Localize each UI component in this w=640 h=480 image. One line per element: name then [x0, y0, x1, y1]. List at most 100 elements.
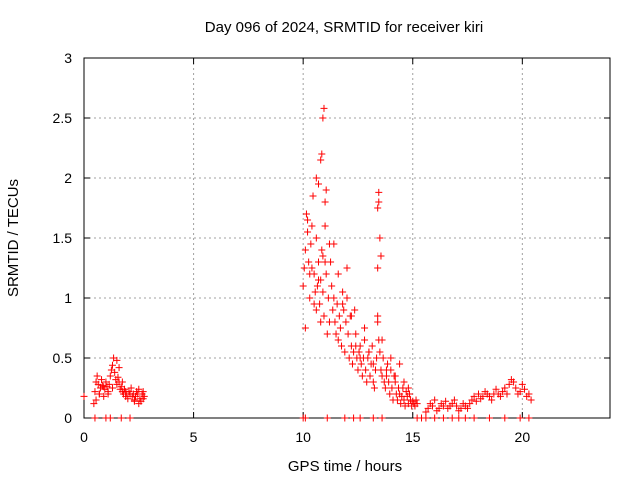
data-point	[501, 384, 509, 392]
axis-ticks: 0 0.5 1 1.5 2 2.5 3 0 5 10 15 20	[53, 50, 610, 445]
data-point	[309, 192, 317, 200]
data-point	[348, 360, 356, 368]
data-point	[516, 414, 524, 422]
data-point	[321, 258, 329, 266]
data-point	[329, 306, 337, 314]
data-point	[323, 414, 331, 422]
data-point	[343, 294, 351, 302]
data-point	[468, 396, 476, 404]
data-point	[472, 397, 480, 405]
x-tick-label: 0	[80, 429, 88, 445]
data-point	[318, 246, 326, 254]
data-point	[93, 372, 101, 380]
data-point	[106, 372, 114, 380]
data-point	[347, 312, 355, 320]
data-point	[457, 404, 465, 412]
data-point	[94, 380, 102, 388]
data-point	[378, 336, 386, 344]
data-point	[364, 354, 372, 362]
data-point	[503, 390, 511, 398]
data-point	[370, 384, 378, 392]
data-points	[80, 104, 535, 422]
data-point	[387, 354, 395, 362]
data-point	[340, 306, 348, 314]
data-point	[422, 414, 430, 422]
data-point	[351, 306, 359, 314]
data-point	[127, 384, 135, 392]
data-point	[301, 414, 309, 422]
data-point	[301, 246, 309, 254]
data-point	[428, 402, 436, 410]
data-point	[352, 342, 360, 350]
data-point	[321, 198, 329, 206]
data-point	[521, 385, 529, 393]
y-tick-label: 0	[64, 410, 72, 426]
data-point	[448, 414, 456, 422]
data-point	[356, 414, 364, 422]
data-point	[382, 366, 390, 374]
data-point	[118, 378, 126, 386]
plot-frame	[83, 57, 611, 419]
data-point	[375, 198, 383, 206]
data-point	[355, 348, 363, 356]
data-point	[352, 330, 360, 338]
data-point	[362, 366, 370, 374]
data-point	[439, 414, 447, 422]
data-point	[374, 204, 382, 212]
data-point	[496, 392, 504, 400]
data-point	[379, 354, 387, 362]
data-point	[485, 392, 493, 400]
data-point	[453, 402, 461, 410]
data-point	[461, 414, 469, 422]
data-point	[365, 348, 373, 356]
data-point	[378, 414, 386, 422]
data-point	[424, 404, 432, 412]
data-point	[322, 270, 330, 278]
data-point	[386, 390, 394, 398]
y-tick-label: 2	[64, 170, 72, 186]
data-point	[113, 356, 121, 364]
data-point	[330, 240, 338, 248]
data-point	[510, 378, 518, 386]
y-tick-label: 3	[64, 50, 72, 66]
grid-lines	[84, 58, 610, 418]
data-point	[374, 264, 382, 272]
data-point	[312, 306, 320, 314]
data-point	[381, 384, 389, 392]
data-point	[422, 408, 430, 416]
data-point	[344, 330, 352, 338]
data-point	[393, 396, 401, 404]
data-point	[100, 392, 108, 400]
data-point	[98, 376, 106, 384]
data-point	[369, 378, 377, 386]
data-point	[338, 342, 346, 350]
data-point	[341, 414, 349, 422]
data-point	[80, 392, 88, 400]
data-point	[339, 288, 347, 296]
x-tick-label: 15	[405, 429, 421, 445]
data-point	[315, 258, 323, 266]
data-point	[366, 372, 374, 380]
data-point	[108, 384, 116, 392]
data-point	[115, 364, 123, 372]
data-point	[357, 360, 365, 368]
data-point	[405, 390, 413, 398]
data-point	[310, 270, 318, 278]
data-point	[117, 414, 125, 422]
data-point	[413, 400, 421, 408]
data-point	[376, 234, 384, 242]
data-point	[320, 312, 328, 320]
data-point	[400, 378, 408, 386]
x-tick-label: 10	[295, 429, 311, 445]
data-point	[382, 372, 390, 380]
data-point	[135, 400, 143, 408]
data-point	[442, 397, 450, 405]
y-tick-label: 0.5	[53, 350, 73, 366]
data-point	[492, 385, 500, 393]
data-point	[358, 372, 366, 380]
data-point	[391, 372, 399, 380]
y-tick-label: 1.5	[53, 230, 73, 246]
data-point	[92, 396, 100, 404]
data-point	[470, 392, 478, 400]
data-point	[323, 330, 331, 338]
